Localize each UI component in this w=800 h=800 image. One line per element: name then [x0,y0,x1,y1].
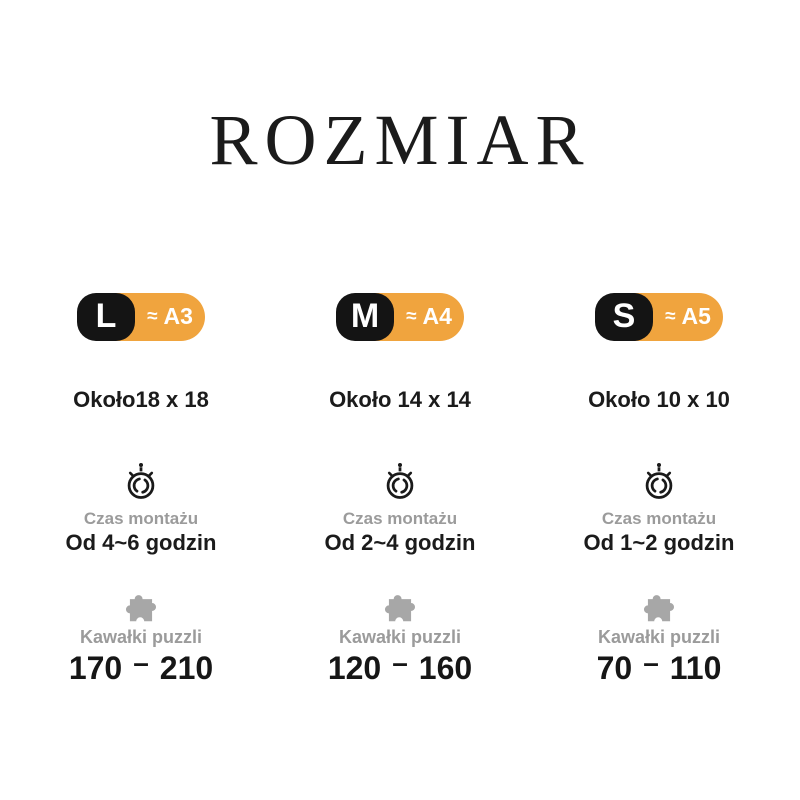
size-letter: S [595,292,653,341]
pieces-max: 210 [159,649,214,686]
puzzle-piece-icon [643,594,675,621]
dimensions-text: Około 14 x 14 [329,386,471,412]
assembly-time-label: Czas montażu [83,508,199,528]
pieces-min: 120 [327,649,382,686]
stopwatch-icon [645,462,673,499]
pieces-min: 170 [68,649,123,686]
assembly-time-value: Od 1~2 godzin [583,529,735,555]
approx-icon: ≈ [147,306,158,328]
pieces-label: Kawałki puzzli [79,626,203,647]
size-badge-s: S ≈ A5 [595,292,723,341]
approx-icon: ≈ [665,306,676,328]
approx-icon: ≈ [406,306,417,328]
pieces-range: 120 – 160 [327,647,473,687]
size-badge-m: M ≈ A4 [336,292,464,341]
puzzle-piece-icon [384,594,416,621]
paper-equivalent: ≈ A3 [135,293,205,341]
pieces-max: 160 [418,649,473,686]
pieces-label: Kawałki puzzli [597,626,721,647]
pieces-range: 170 – 210 [68,647,214,687]
pieces-min: 70 [596,649,633,686]
puzzle-piece-icon [125,594,157,621]
size-letter: L [77,292,135,341]
size-column-l: L ≈ A3 Około18 x 18 Czas montażu Od 4~6 … [26,292,256,687]
paper-size-label: A5 [681,303,711,330]
paper-size-label: A4 [422,303,452,330]
paper-equivalent: ≈ A4 [394,293,464,341]
pieces-max: 110 [669,649,722,686]
stopwatch-icon [386,462,414,499]
assembly-time-value: Od 2~4 godzin [324,529,476,555]
paper-equivalent: ≈ A5 [653,293,723,341]
range-separator: – [133,646,149,678]
dimensions-text: Około18 x 18 [73,386,209,412]
range-separator: – [392,646,408,678]
assembly-time-value: Od 4~6 godzin [65,529,217,555]
dimensions-text: Około 10 x 10 [588,386,730,412]
size-chart: ROZMIAR L ≈ A3 Około18 x 18 Czas mon [0,100,800,800]
assembly-time-label: Czas montażu [601,508,717,528]
assembly-time-label: Czas montażu [342,508,458,528]
size-columns: L ≈ A3 Około18 x 18 Czas montażu Od 4~6 … [0,292,800,687]
page-title: ROZMIAR [209,100,591,180]
pieces-label: Kawałki puzzli [338,626,462,647]
pieces-range: 70 – 110 [596,647,722,687]
size-letter: M [336,292,394,341]
size-badge-l: L ≈ A3 [77,292,205,341]
stopwatch-icon [127,462,155,499]
paper-size-label: A3 [163,303,193,330]
size-column-s: S ≈ A5 Około 10 x 10 Czas montażu Od 1~2… [544,292,774,687]
range-separator: – [643,646,659,678]
size-column-m: M ≈ A4 Około 14 x 14 Czas montażu Od 2~4… [285,292,515,687]
